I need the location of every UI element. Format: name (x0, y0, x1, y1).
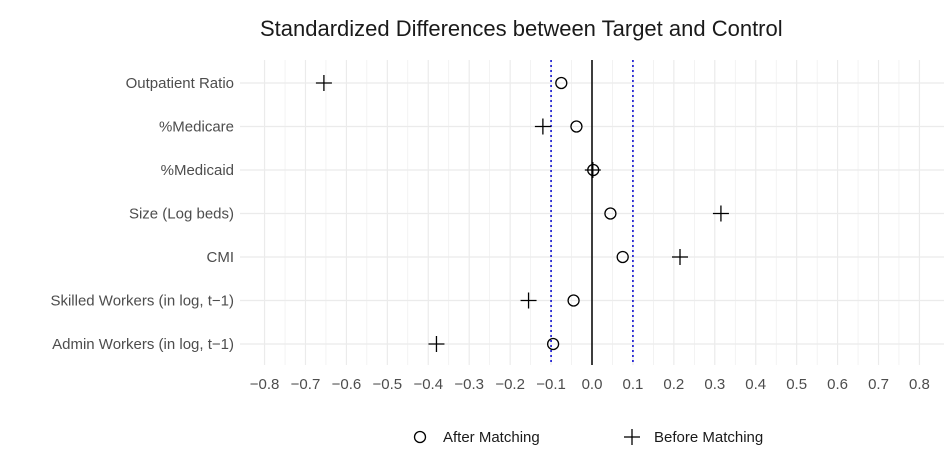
x-tick-label: −0.7 (291, 376, 321, 393)
category-label: %Medicare (159, 119, 234, 136)
before-matching-point (672, 249, 688, 265)
legend-plus-icon (624, 429, 640, 445)
category-label: Admin Workers (in log, t−1) (52, 336, 234, 353)
x-tick-label: −0.5 (373, 376, 403, 393)
category-label: CMI (207, 249, 235, 266)
after-matching-point (570, 120, 583, 133)
x-tick-label: −0.4 (413, 376, 443, 393)
legend-circle-icon (413, 430, 427, 444)
after-matching-point (555, 76, 568, 90)
before-matching-point (534, 118, 551, 135)
x-tick-label: −0.6 (332, 376, 362, 393)
before-matching-point (712, 205, 729, 222)
x-tick-label: 0.3 (704, 376, 725, 393)
legend-label-before: Before Matching (654, 429, 763, 446)
after-matching-point (567, 294, 580, 307)
before-matching-point (315, 75, 332, 91)
before-matching-point (584, 162, 601, 178)
chart-title: Standardized Differences between Target … (260, 16, 783, 41)
x-tick-label: 0.5 (786, 376, 807, 393)
category-label: %Medicaid (161, 162, 234, 179)
x-tick-label: 0.6 (827, 376, 848, 393)
x-tick-label: 0.0 (582, 376, 603, 393)
category-label: Skilled Workers (in log, t−1) (50, 293, 234, 310)
x-tick-label: 0.2 (663, 376, 684, 393)
x-tick-label: −0.3 (454, 376, 484, 393)
after-matching-point (604, 207, 617, 220)
before-matching-point (428, 336, 445, 352)
legend-label-after: After Matching (443, 429, 540, 446)
x-tick-label: 0.8 (909, 376, 930, 393)
category-label: Outpatient Ratio (126, 75, 234, 92)
x-tick-label: −0.2 (495, 376, 525, 393)
before-matching-point (520, 292, 537, 309)
x-tick-label: −0.8 (250, 376, 280, 393)
category-label: Size (Log beds) (129, 206, 234, 223)
after-matching-point (546, 337, 560, 351)
x-tick-label: 0.1 (623, 376, 644, 393)
x-tick-label: 0.4 (745, 376, 766, 393)
x-tick-label: 0.7 (868, 376, 889, 393)
after-matching-point (616, 250, 629, 264)
x-tick-label: −0.1 (536, 376, 566, 393)
